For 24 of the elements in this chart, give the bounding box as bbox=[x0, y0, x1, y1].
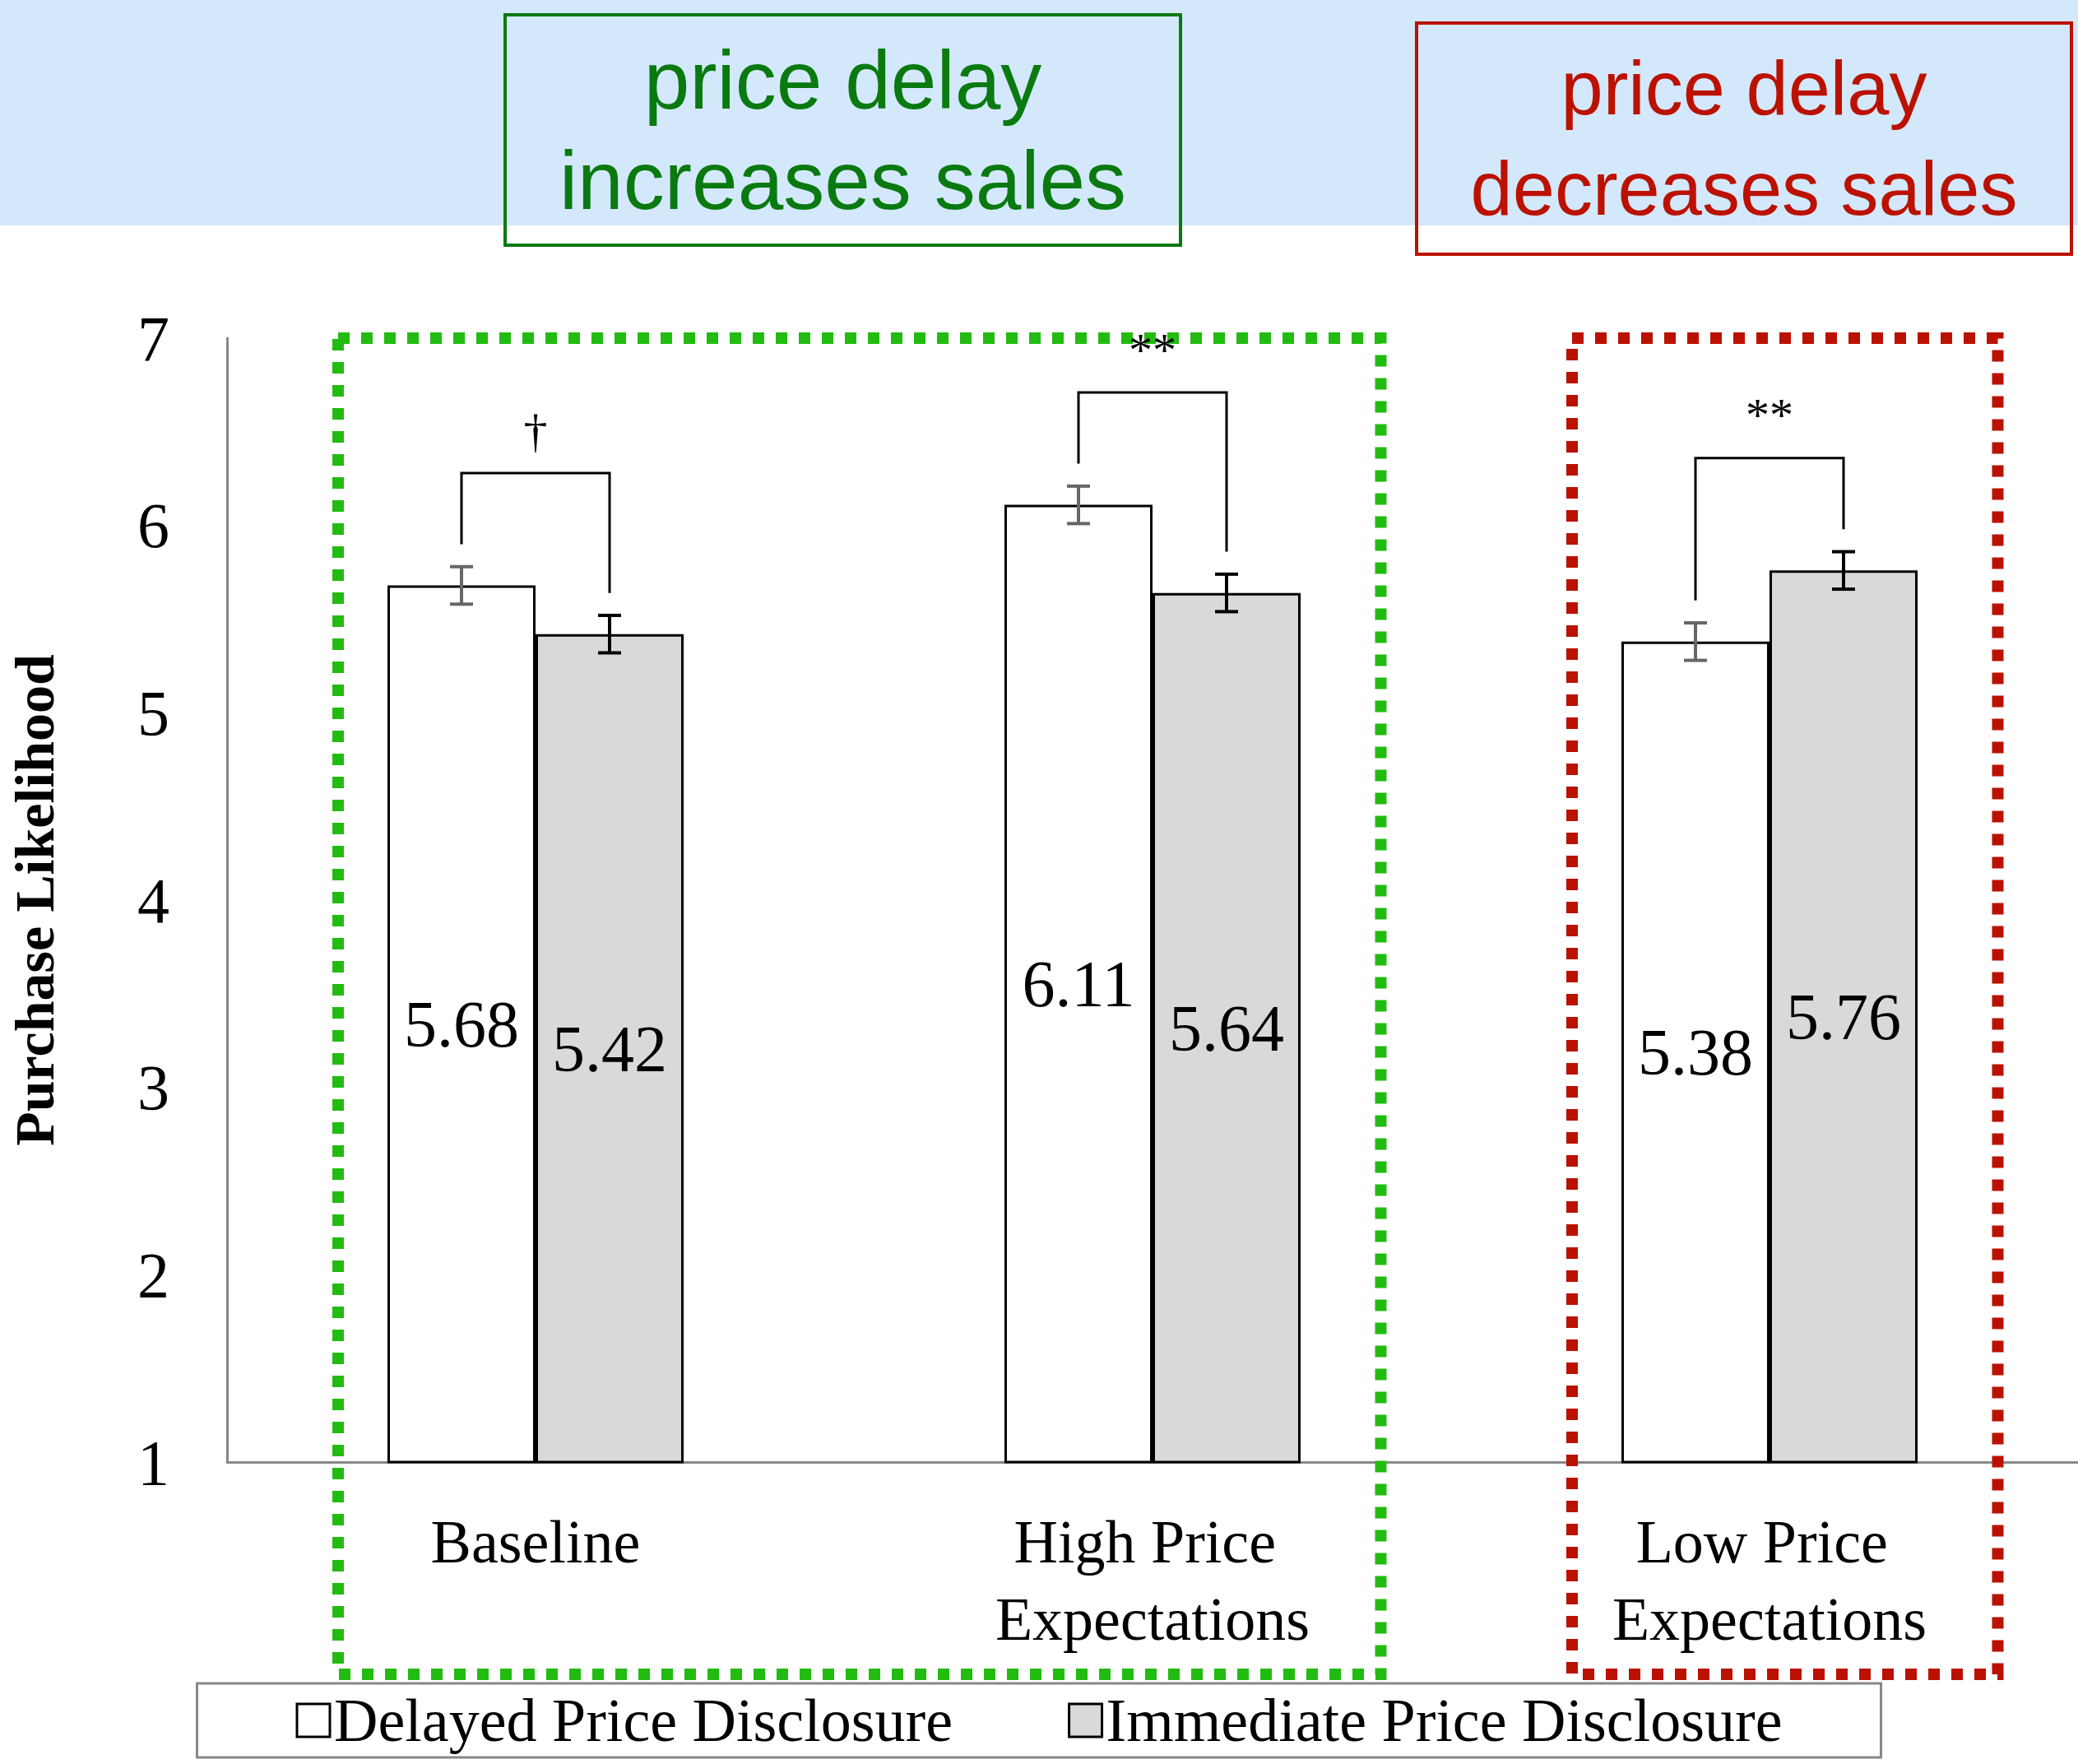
x-tick-label: High Price Expectations bbox=[995, 1508, 1310, 1653]
data-label: 5.64 bbox=[1169, 991, 1284, 1065]
y-tick-label: 6 bbox=[137, 490, 169, 562]
annotation: ** bbox=[1746, 388, 1793, 443]
x-tick-label: Low Price Expectations bbox=[1612, 1508, 1927, 1653]
y-tick-label: 4 bbox=[137, 864, 169, 936]
annotation: † bbox=[523, 403, 548, 457]
y-tick-label: 3 bbox=[137, 1051, 169, 1124]
data-label: 5.68 bbox=[404, 988, 519, 1061]
legend-label: Immediate Price Disclosure bbox=[1106, 1687, 1783, 1754]
y-tick-label: 1 bbox=[137, 1426, 169, 1498]
legend-label: Delayed Price Disclosure bbox=[333, 1687, 953, 1754]
x-tick-label: Baseline bbox=[430, 1508, 641, 1576]
y-tick-label: 7 bbox=[137, 302, 169, 374]
data-label: 6.11 bbox=[1022, 948, 1135, 1021]
y-axis-title: Purchase Likelihood bbox=[3, 654, 66, 1146]
y-tick-label: 5 bbox=[137, 676, 169, 749]
annotation: ** bbox=[1129, 323, 1176, 377]
data-label: 5.38 bbox=[1638, 1016, 1753, 1089]
y-tick-label: 2 bbox=[137, 1238, 169, 1311]
text: price delay decreases sales bbox=[1415, 21, 2073, 256]
text: price delay increases sales bbox=[503, 13, 1182, 247]
data-label: 5.76 bbox=[1786, 980, 1901, 1053]
data-label: 5.42 bbox=[552, 1012, 667, 1085]
